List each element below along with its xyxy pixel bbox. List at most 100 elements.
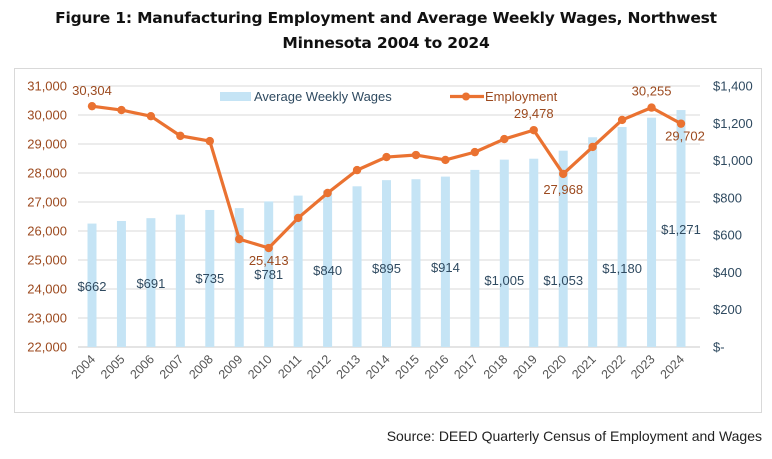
x-tick-label: 2004 bbox=[69, 352, 99, 382]
employment-point-2011 bbox=[293, 213, 303, 223]
employment-point-2021 bbox=[588, 142, 597, 152]
wage-label-2012: $840 bbox=[313, 263, 342, 278]
wage-bar-2011 bbox=[293, 195, 303, 347]
legend-swatch-wages bbox=[220, 92, 251, 101]
wage-bar-2014 bbox=[382, 180, 391, 347]
employment-label-2004: 30,304 bbox=[72, 83, 112, 98]
chart-title-line-2: Minnesota 2004 to 2024 bbox=[282, 34, 490, 52]
right-tick-label: $200 bbox=[713, 302, 742, 317]
employment-label-2023: 30,255 bbox=[632, 84, 672, 99]
left-tick-label: 29,000 bbox=[27, 137, 67, 152]
chart-title-line-1: Figure 1: Manufacturing Employment and A… bbox=[55, 9, 717, 27]
x-tick-label: 2024 bbox=[658, 352, 688, 382]
wage-bar-2004 bbox=[87, 223, 97, 347]
left-tick-label: 25,000 bbox=[27, 253, 67, 268]
wage-label-2004: $662 bbox=[78, 279, 107, 294]
left-tick-label: 24,000 bbox=[27, 282, 67, 297]
x-tick-label: 2011 bbox=[275, 352, 304, 381]
employment-point-2018 bbox=[500, 134, 509, 144]
wage-bar-2015 bbox=[411, 179, 421, 347]
wage-label-2008: $735 bbox=[195, 271, 224, 286]
employment-label-2019: 29,478 bbox=[514, 106, 554, 121]
x-tick-label: 2015 bbox=[393, 352, 423, 382]
employment-point-2016 bbox=[441, 155, 450, 165]
left-tick-label: 28,000 bbox=[27, 166, 67, 181]
wage-label-2016: $914 bbox=[431, 260, 460, 275]
x-tick-label: 2020 bbox=[540, 352, 570, 382]
wage-bar-2013 bbox=[352, 186, 362, 347]
x-tick-label: 2009 bbox=[216, 352, 246, 382]
x-tick-label: 2016 bbox=[422, 352, 452, 382]
employment-point-2015 bbox=[411, 150, 421, 160]
legend-label-employment: Employment bbox=[485, 89, 558, 104]
x-tick-label: 2005 bbox=[98, 352, 128, 382]
wage-label-2020: $1,053 bbox=[543, 273, 583, 288]
x-tick-label: 2008 bbox=[186, 352, 216, 382]
legend-label-wages: Average Weekly Wages bbox=[254, 89, 392, 104]
x-axis-ticks: 2004 2005 2006 2007 2008 2009 2010 2011 2012 2013… bbox=[69, 352, 688, 382]
x-tick-label: 2014 bbox=[363, 352, 393, 382]
employment-point-2024 bbox=[676, 119, 686, 128]
wage-bar-2009 bbox=[234, 208, 244, 347]
employment-point-2022 bbox=[617, 115, 627, 125]
x-tick-label: 2021 bbox=[569, 352, 599, 382]
wage-label-2014: $895 bbox=[372, 261, 401, 276]
wage-bar-2006 bbox=[146, 218, 156, 347]
left-axis-ticks: 31,000 30,000 29,000 28,000 27,000 26,000 25,0… bbox=[27, 79, 67, 355]
employment-point-2013 bbox=[352, 165, 362, 175]
wage-label-2010: $781 bbox=[254, 267, 283, 282]
employment-point-2023 bbox=[647, 103, 656, 112]
right-tick-label: $400 bbox=[713, 265, 742, 280]
employment-point-2017 bbox=[470, 147, 480, 157]
employment-line bbox=[87, 101, 686, 253]
wage-label-2018: $1,005 bbox=[484, 273, 524, 288]
wage-bar-2019 bbox=[529, 158, 539, 347]
left-tick-label: 22,000 bbox=[27, 340, 67, 355]
employment-point-2006 bbox=[146, 111, 156, 121]
wage-label-2022: $1,180 bbox=[602, 261, 642, 276]
wage-bar-2005 bbox=[116, 220, 126, 347]
wage-bar-2010 bbox=[264, 201, 274, 347]
employment-label-2010: 25,413 bbox=[249, 253, 289, 268]
employment-point-2019 bbox=[529, 125, 538, 135]
employment-point-2014 bbox=[382, 152, 391, 162]
chart-title: Figure 1: Manufacturing Employment and A… bbox=[0, 6, 772, 56]
right-tick-label: $1,400 bbox=[713, 79, 753, 94]
employment-point-2004 bbox=[87, 101, 97, 111]
wage-label-2006: $691 bbox=[136, 276, 165, 291]
right-tick-label: $600 bbox=[713, 228, 742, 243]
right-tick-label: $1,000 bbox=[713, 153, 753, 168]
x-tick-label: 2012 bbox=[304, 352, 334, 382]
employment-point-2009 bbox=[235, 234, 244, 244]
x-tick-label: 2023 bbox=[628, 352, 658, 382]
left-tick-label: 27,000 bbox=[27, 195, 67, 210]
left-tick-label: 23,000 bbox=[27, 311, 67, 326]
wage-bar-2020 bbox=[558, 150, 568, 347]
wage-data-labels: $662 $691 $735 $781 $840 $895 $914 $1,005 $1,053… bbox=[78, 222, 701, 294]
x-tick-label: 2010 bbox=[245, 352, 275, 382]
wage-bar-2021 bbox=[588, 137, 598, 347]
wage-bar-2024 bbox=[676, 110, 686, 347]
legend-marker-employment bbox=[462, 92, 470, 101]
wage-bar-2012 bbox=[323, 190, 333, 347]
right-tick-label: $800 bbox=[713, 190, 742, 205]
x-tick-label: 2007 bbox=[157, 352, 187, 382]
x-tick-label: 2018 bbox=[481, 352, 511, 382]
employment-point-2012 bbox=[323, 188, 332, 198]
wage-bar-2008 bbox=[205, 209, 215, 347]
x-tick-label: 2017 bbox=[451, 352, 481, 382]
wage-label-2024: $1,271 bbox=[661, 222, 701, 237]
wage-bar-2017 bbox=[470, 169, 480, 347]
employment-data-labels: 30,304 25,413 29,478 27,968 30,255 29,702 bbox=[72, 83, 705, 268]
left-tick-label: 31,000 bbox=[27, 79, 67, 94]
wage-bars bbox=[87, 110, 686, 347]
wage-bar-2022 bbox=[617, 127, 627, 347]
right-axis-ticks: $1,400 $1,200 $1,000 $800 $600 $400 $200 $- bbox=[713, 79, 753, 355]
x-tick-label: 2019 bbox=[510, 352, 540, 382]
legend: Average Weekly Wages Employment bbox=[220, 89, 558, 104]
employment-point-2007 bbox=[176, 131, 185, 141]
x-tick-label: 2013 bbox=[334, 352, 364, 382]
wage-bar-2023 bbox=[647, 117, 657, 347]
right-tick-label: $1,200 bbox=[713, 116, 753, 131]
